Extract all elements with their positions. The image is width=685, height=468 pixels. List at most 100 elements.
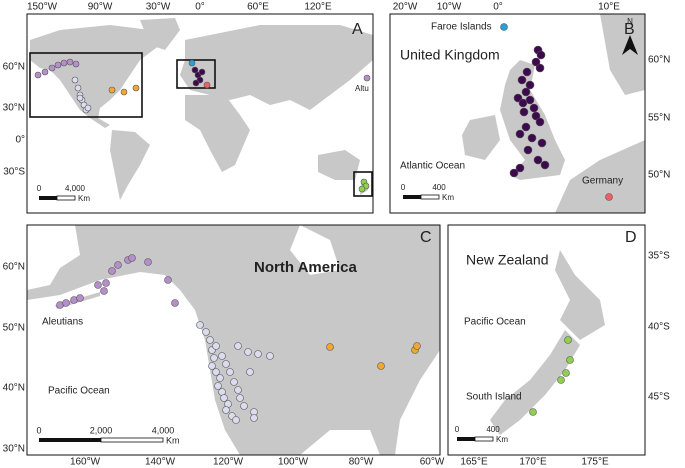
sample-point (192, 79, 200, 87)
place-label: Germany (582, 176, 623, 187)
sample-point (203, 81, 211, 89)
sample-point (100, 287, 108, 295)
sample-point (120, 88, 128, 96)
lat-tick: 60°N (648, 55, 670, 66)
sample-point (533, 155, 543, 165)
sample-point (66, 58, 74, 66)
sample-point (74, 84, 82, 92)
sample-point (566, 356, 574, 364)
scale-label: 4,000 (65, 184, 86, 193)
sample-point (515, 129, 525, 139)
sample-point (529, 408, 537, 416)
lon-tick: 30°W (146, 2, 171, 13)
sample-point (246, 368, 254, 376)
sample-point (605, 193, 613, 201)
sample-point (218, 352, 226, 360)
sample-point (521, 122, 531, 132)
lon-tick: 60°W (420, 457, 445, 468)
sample-point (164, 276, 172, 284)
sample-point (216, 374, 224, 382)
sample-point (60, 59, 68, 67)
sample-point (212, 342, 220, 350)
scale-bar (39, 438, 101, 442)
scale-label: 4,000 (152, 425, 175, 435)
sample-point (377, 362, 385, 370)
sample-point (254, 350, 262, 358)
sample-point (523, 145, 533, 155)
sample-point (517, 75, 527, 85)
scale-bar (474, 436, 494, 442)
sample-point (226, 368, 234, 376)
sample-point (525, 95, 535, 105)
panel-frame (26, 13, 374, 214)
lon-tick: 60°E (247, 2, 269, 13)
lon-tick: 120°E (304, 2, 332, 13)
scale-label: Km (166, 435, 180, 445)
scale-label: 0 (401, 183, 406, 192)
place-label: Aleutians (42, 317, 83, 328)
sample-point (108, 86, 116, 94)
sample-point (562, 369, 570, 377)
sample-point (48, 64, 56, 72)
lat-tick: 0° (15, 135, 25, 146)
sample-point (527, 133, 537, 143)
lon-tick: 150°W (27, 2, 58, 13)
lon-tick: 160°W (70, 457, 101, 468)
sample-point (234, 386, 242, 394)
sample-point (132, 84, 140, 92)
lat-tick: 60°N (3, 262, 25, 273)
lon-tick: 90°W (88, 2, 113, 13)
sample-point (41, 68, 49, 76)
sample-point (191, 66, 199, 74)
panel-frame (447, 224, 646, 456)
sample-point (84, 104, 92, 112)
sample-point (358, 185, 366, 193)
sample-point (72, 60, 80, 68)
sample-point (519, 107, 529, 117)
sample-point (535, 117, 545, 127)
sample-point (62, 299, 70, 307)
place-label: South Island (466, 392, 522, 403)
scale-bar (457, 437, 475, 441)
sample-point (250, 414, 258, 422)
panel-letter: C (420, 229, 432, 246)
sample-point (208, 362, 216, 370)
place-label: Atlantic Ocean (400, 161, 465, 172)
lat-tick: 30°N (3, 444, 25, 455)
sample-point (171, 299, 179, 307)
sample-point (234, 342, 242, 350)
lon-tick: 10°W (437, 2, 462, 13)
place-label: Altu (355, 84, 369, 93)
scale-label: Km (78, 194, 90, 203)
scale-label: Km (496, 435, 508, 444)
sample-point (114, 261, 122, 269)
world-map (27, 14, 373, 213)
sample-point (210, 354, 218, 362)
lat-tick: 40°S (648, 322, 670, 333)
sample-point (198, 68, 206, 76)
sample-point (34, 71, 42, 79)
panel-frame (389, 13, 646, 214)
sample-point (76, 94, 84, 102)
lon-tick: 165°E (460, 457, 488, 468)
sample-point (529, 103, 539, 113)
sample-point (244, 348, 252, 356)
scale-label: 400 (486, 425, 500, 434)
sample-point (363, 74, 371, 82)
sample-points (34, 23, 613, 424)
lon-tick: 10°E (598, 2, 620, 13)
scale-bar (39, 196, 57, 200)
sample-point (413, 342, 421, 350)
region-title: New Zealand (466, 252, 549, 268)
sample-point (108, 267, 116, 275)
scale-label: 400 (432, 183, 446, 192)
scale-label: Km (442, 193, 454, 202)
sample-point (557, 376, 565, 384)
sample-point (196, 321, 204, 329)
lon-tick: 120°W (213, 457, 244, 468)
scale-bar (403, 195, 421, 199)
sample-point (535, 63, 545, 73)
lon-tick: 140°W (145, 457, 176, 468)
sample-point (102, 279, 110, 287)
sample-point (540, 160, 550, 170)
